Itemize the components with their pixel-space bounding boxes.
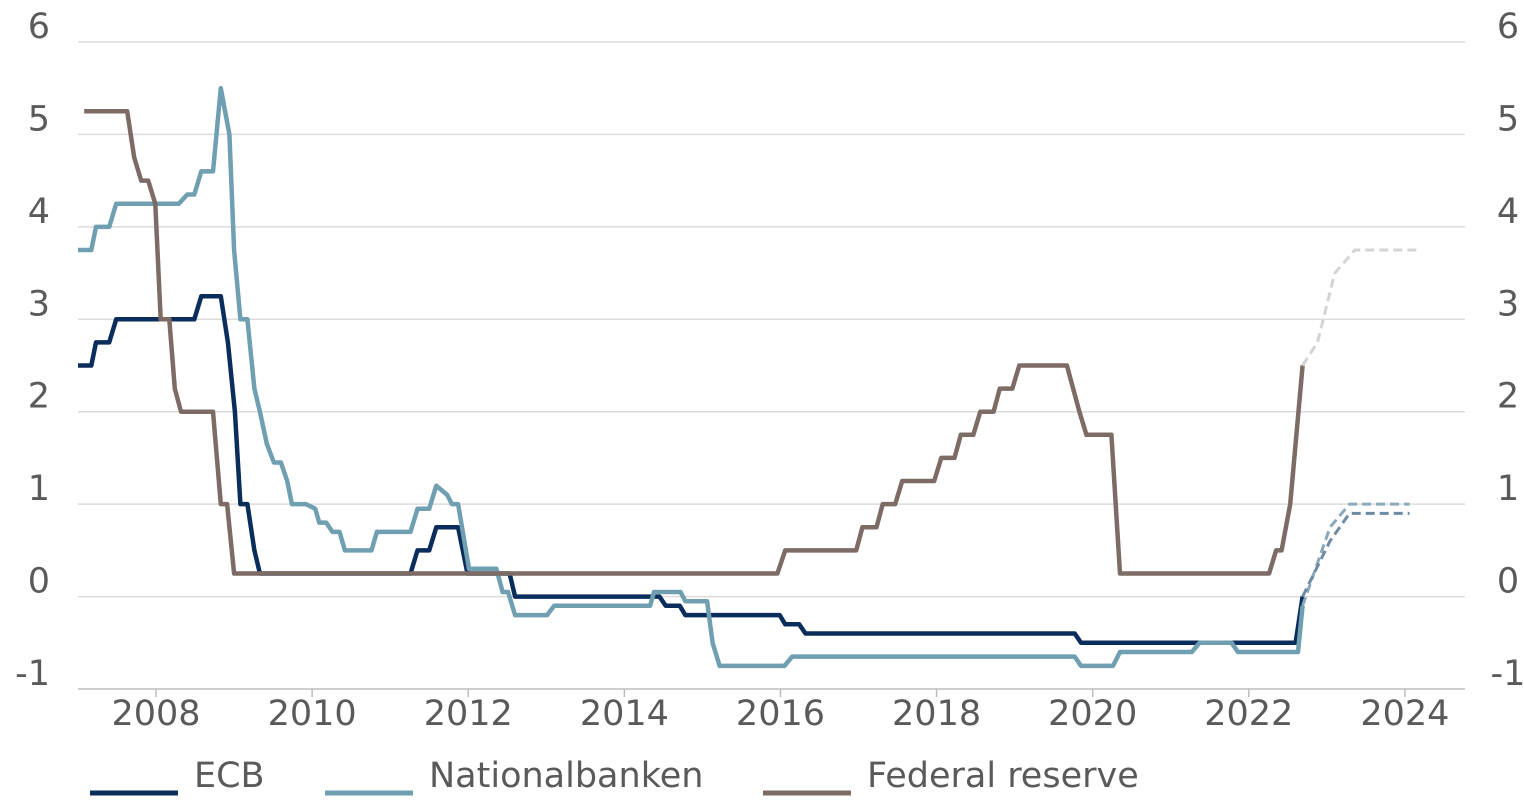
y-tick-label: 0	[28, 562, 50, 602]
x-tick-label: 2016	[736, 694, 825, 734]
y2-tick-label: 1	[1497, 469, 1519, 509]
y-tick-label: 3	[28, 284, 50, 324]
forecast-line	[1301, 502, 1410, 607]
x-tick-label: 2018	[892, 694, 981, 734]
y2-tick-label: 3	[1497, 284, 1519, 324]
y-tick-label: 5	[28, 99, 50, 139]
y-tick-label: 6	[28, 7, 50, 47]
y2-tick-label: 4	[1497, 192, 1519, 232]
legend-label: Federal reserve	[867, 756, 1139, 796]
x-tick-label: 2024	[1360, 694, 1449, 734]
x-tick-label: 2022	[1204, 694, 1293, 734]
forecast-line	[1301, 511, 1410, 598]
y2-tick-label: 5	[1497, 99, 1519, 139]
y-tick-label: 2	[28, 377, 50, 417]
series-line	[84, 109, 1305, 576]
y-tick-label: -1	[15, 654, 50, 694]
x-tick-label: 2008	[112, 694, 201, 734]
series-line	[78, 293, 1305, 646]
forecast-line	[1301, 248, 1417, 367]
x-tick-label: 2020	[1048, 694, 1137, 734]
y2-tick-label: 2	[1497, 377, 1519, 417]
x-tick-label: 2010	[268, 694, 357, 734]
y2-tick-label: 0	[1497, 562, 1519, 602]
x-tick-label: 2012	[424, 694, 513, 734]
y-tick-label: 1	[28, 469, 50, 509]
y-tick-label: 4	[28, 192, 50, 232]
y2-tick-label: 6	[1497, 7, 1519, 47]
legend-label: ECB	[194, 756, 265, 796]
legend-label: Nationalbanken	[429, 756, 703, 796]
y2-tick-label: -1	[1491, 654, 1524, 694]
series-line	[78, 85, 1305, 669]
x-tick-label: 2014	[580, 694, 669, 734]
